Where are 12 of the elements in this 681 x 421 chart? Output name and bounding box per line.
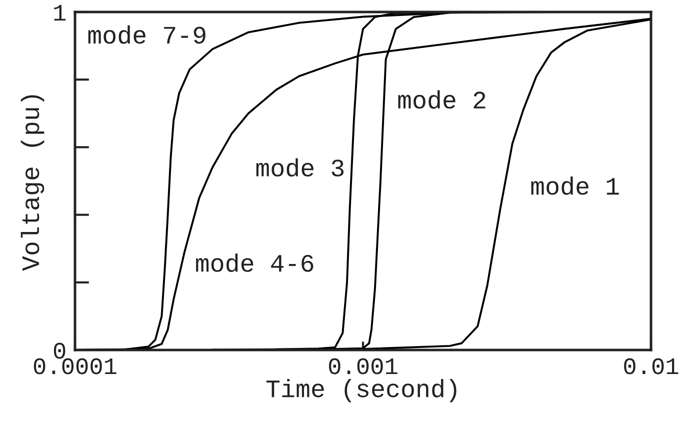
series-label: mode 2 (398, 90, 486, 109)
x-axis-title: Time (second) (266, 378, 456, 402)
x-tick-label: 0.01 (624, 358, 678, 374)
y-tick-label: 0 (54, 342, 66, 359)
series-label: mode 1 (531, 176, 619, 195)
y-axis-title: Voltage (pu) (20, 95, 44, 271)
series-label: mode 3 (256, 158, 344, 177)
x-tick-label: 0.001 (329, 358, 398, 374)
series-label: mode 7-9 (88, 25, 206, 44)
x-tick-label: 0.0001 (34, 358, 116, 374)
y-tick-label: 1 (54, 5, 66, 21)
series-label: mode 4-6 (196, 254, 314, 272)
